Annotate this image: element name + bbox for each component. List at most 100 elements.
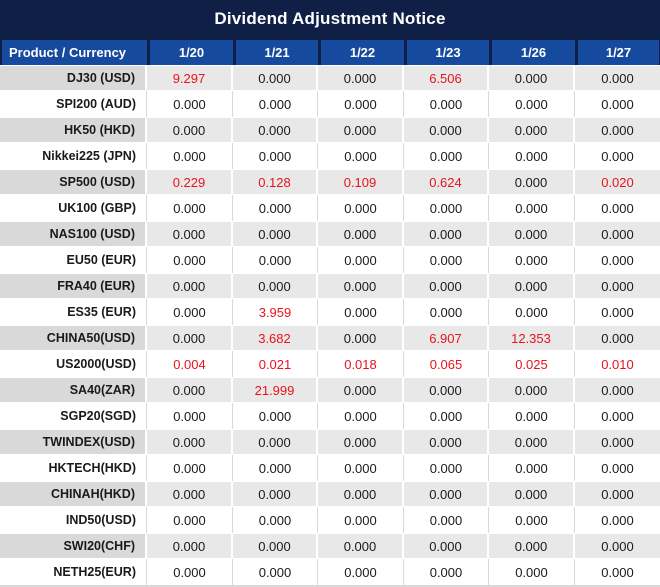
product-cell: SA40(ZAR) xyxy=(0,377,147,403)
value-cell: 0.000 xyxy=(489,429,575,455)
value-cell: 0.000 xyxy=(318,117,404,143)
value-cell: 0.000 xyxy=(404,403,489,429)
value-cell: 0.000 xyxy=(489,273,575,299)
value-cell: 0.000 xyxy=(233,247,318,273)
value-cell: 0.000 xyxy=(575,143,660,169)
column-header-date-1: 1/20 xyxy=(147,38,233,65)
value-cell: 0.000 xyxy=(147,91,233,117)
value-cell: 0.128 xyxy=(233,169,318,195)
value-cell: 0.000 xyxy=(233,65,318,91)
value-cell: 0.018 xyxy=(318,351,404,377)
value-cell: 0.000 xyxy=(318,247,404,273)
table-row: UK100 (GBP) 0.000 0.000 0.000 0.000 0.000 0.00… xyxy=(0,195,660,221)
value-cell: 0.000 xyxy=(404,221,489,247)
value-cell: 0.000 xyxy=(575,429,660,455)
table-row: SPI200 (AUD) 0.000 0.000 0.000 0.000 0.000 0.0… xyxy=(0,91,660,117)
table-row: SA40(ZAR) 0.000 21.999 0.000 0.000 0.000 0.000 xyxy=(0,377,660,403)
value-cell: 0.000 xyxy=(489,143,575,169)
value-cell: 0.000 xyxy=(404,247,489,273)
value-cell: 0.000 xyxy=(318,455,404,481)
table-row: HK50 (HKD) 0.000 0.000 0.000 0.000 0.000 0.000 xyxy=(0,117,660,143)
value-cell: 0.000 xyxy=(233,221,318,247)
value-cell: 0.000 xyxy=(489,65,575,91)
value-cell: 0.000 xyxy=(404,507,489,533)
column-header-product-currency: Product / Currency xyxy=(0,38,147,65)
value-cell: 0.000 xyxy=(489,247,575,273)
value-cell: 0.000 xyxy=(489,221,575,247)
value-cell: 0.000 xyxy=(575,377,660,403)
product-cell: NETH25(EUR) xyxy=(0,559,147,585)
value-cell: 0.000 xyxy=(404,299,489,325)
value-cell: 0.000 xyxy=(147,247,233,273)
value-cell: 0.000 xyxy=(404,377,489,403)
value-cell: 0.000 xyxy=(575,91,660,117)
product-cell: SPI200 (AUD) xyxy=(0,91,147,117)
value-cell: 0.000 xyxy=(575,117,660,143)
value-cell: 0.020 xyxy=(575,169,660,195)
value-cell: 0.000 xyxy=(233,481,318,507)
header-row: Product / Currency 1/20 1/21 1/22 1/23 1… xyxy=(0,38,660,65)
value-cell: 0.000 xyxy=(233,507,318,533)
value-cell: 0.000 xyxy=(404,117,489,143)
table-row: NAS100 (USD) 0.000 0.000 0.000 0.000 0.000 0.0… xyxy=(0,221,660,247)
column-header-date-2: 1/21 xyxy=(233,38,318,65)
value-cell: 0.000 xyxy=(489,481,575,507)
value-cell: 0.000 xyxy=(318,559,404,585)
value-cell: 0.021 xyxy=(233,351,318,377)
value-cell: 0.004 xyxy=(147,351,233,377)
column-header-date-5: 1/26 xyxy=(489,38,575,65)
table-row: SWI20(CHF) 0.000 0.000 0.000 0.000 0.000 0.000 xyxy=(0,533,660,559)
value-cell: 0.000 xyxy=(147,507,233,533)
value-cell: 0.000 xyxy=(147,533,233,559)
table-body: DJ30 (USD) 9.297 0.000 0.000 6.506 0.000 0.000… xyxy=(0,65,660,585)
value-cell: 0.000 xyxy=(404,481,489,507)
value-cell: 3.959 xyxy=(233,299,318,325)
value-cell: 0.010 xyxy=(575,351,660,377)
value-cell: 0.000 xyxy=(147,325,233,351)
value-cell: 0.000 xyxy=(318,325,404,351)
value-cell: 0.000 xyxy=(318,507,404,533)
column-header-date-4: 1/23 xyxy=(404,38,489,65)
value-cell: 0.000 xyxy=(575,247,660,273)
value-cell: 0.000 xyxy=(404,429,489,455)
value-cell: 0.000 xyxy=(147,403,233,429)
table-row: NETH25(EUR) 0.000 0.000 0.000 0.000 0.000 0.00… xyxy=(0,559,660,585)
value-cell: 0.000 xyxy=(489,117,575,143)
value-cell: 0.000 xyxy=(318,91,404,117)
table-row: IND50(USD) 0.000 0.000 0.000 0.000 0.000 0.000 xyxy=(0,507,660,533)
value-cell: 0.000 xyxy=(489,377,575,403)
value-cell: 12.353 xyxy=(489,325,575,351)
value-cell: 9.297 xyxy=(147,65,233,91)
value-cell: 0.000 xyxy=(575,533,660,559)
value-cell: 0.000 xyxy=(575,65,660,91)
value-cell: 0.000 xyxy=(233,455,318,481)
table-row: FRA40 (EUR) 0.000 0.000 0.000 0.000 0.000 0.00… xyxy=(0,273,660,299)
value-cell: 0.000 xyxy=(489,533,575,559)
value-cell: 0.065 xyxy=(404,351,489,377)
table-row: ES35 (EUR) 0.000 3.959 0.000 0.000 0.000 0.000 xyxy=(0,299,660,325)
value-cell: 0.000 xyxy=(233,403,318,429)
value-cell: 0.000 xyxy=(147,481,233,507)
product-cell: HK50 (HKD) xyxy=(0,117,147,143)
value-cell: 0.000 xyxy=(489,559,575,585)
column-header-date-3: 1/22 xyxy=(318,38,404,65)
product-cell: SWI20(CHF) xyxy=(0,533,147,559)
product-cell: US2000(USD) xyxy=(0,351,147,377)
value-cell: 0.000 xyxy=(318,481,404,507)
value-cell: 0.000 xyxy=(404,533,489,559)
value-cell: 0.000 xyxy=(318,221,404,247)
value-cell: 0.000 xyxy=(318,195,404,221)
value-cell: 0.000 xyxy=(489,169,575,195)
value-cell: 6.506 xyxy=(404,65,489,91)
value-cell: 0.624 xyxy=(404,169,489,195)
table-row: SGP20(SGD) 0.000 0.000 0.000 0.000 0.000 0.000 xyxy=(0,403,660,429)
value-cell: 0.000 xyxy=(575,325,660,351)
value-cell: 0.000 xyxy=(575,195,660,221)
value-cell: 0.000 xyxy=(575,221,660,247)
product-cell: DJ30 (USD) xyxy=(0,65,147,91)
value-cell: 0.000 xyxy=(575,403,660,429)
value-cell: 0.000 xyxy=(147,455,233,481)
value-cell: 0.000 xyxy=(318,65,404,91)
value-cell: 0.000 xyxy=(147,377,233,403)
value-cell: 0.000 xyxy=(575,481,660,507)
